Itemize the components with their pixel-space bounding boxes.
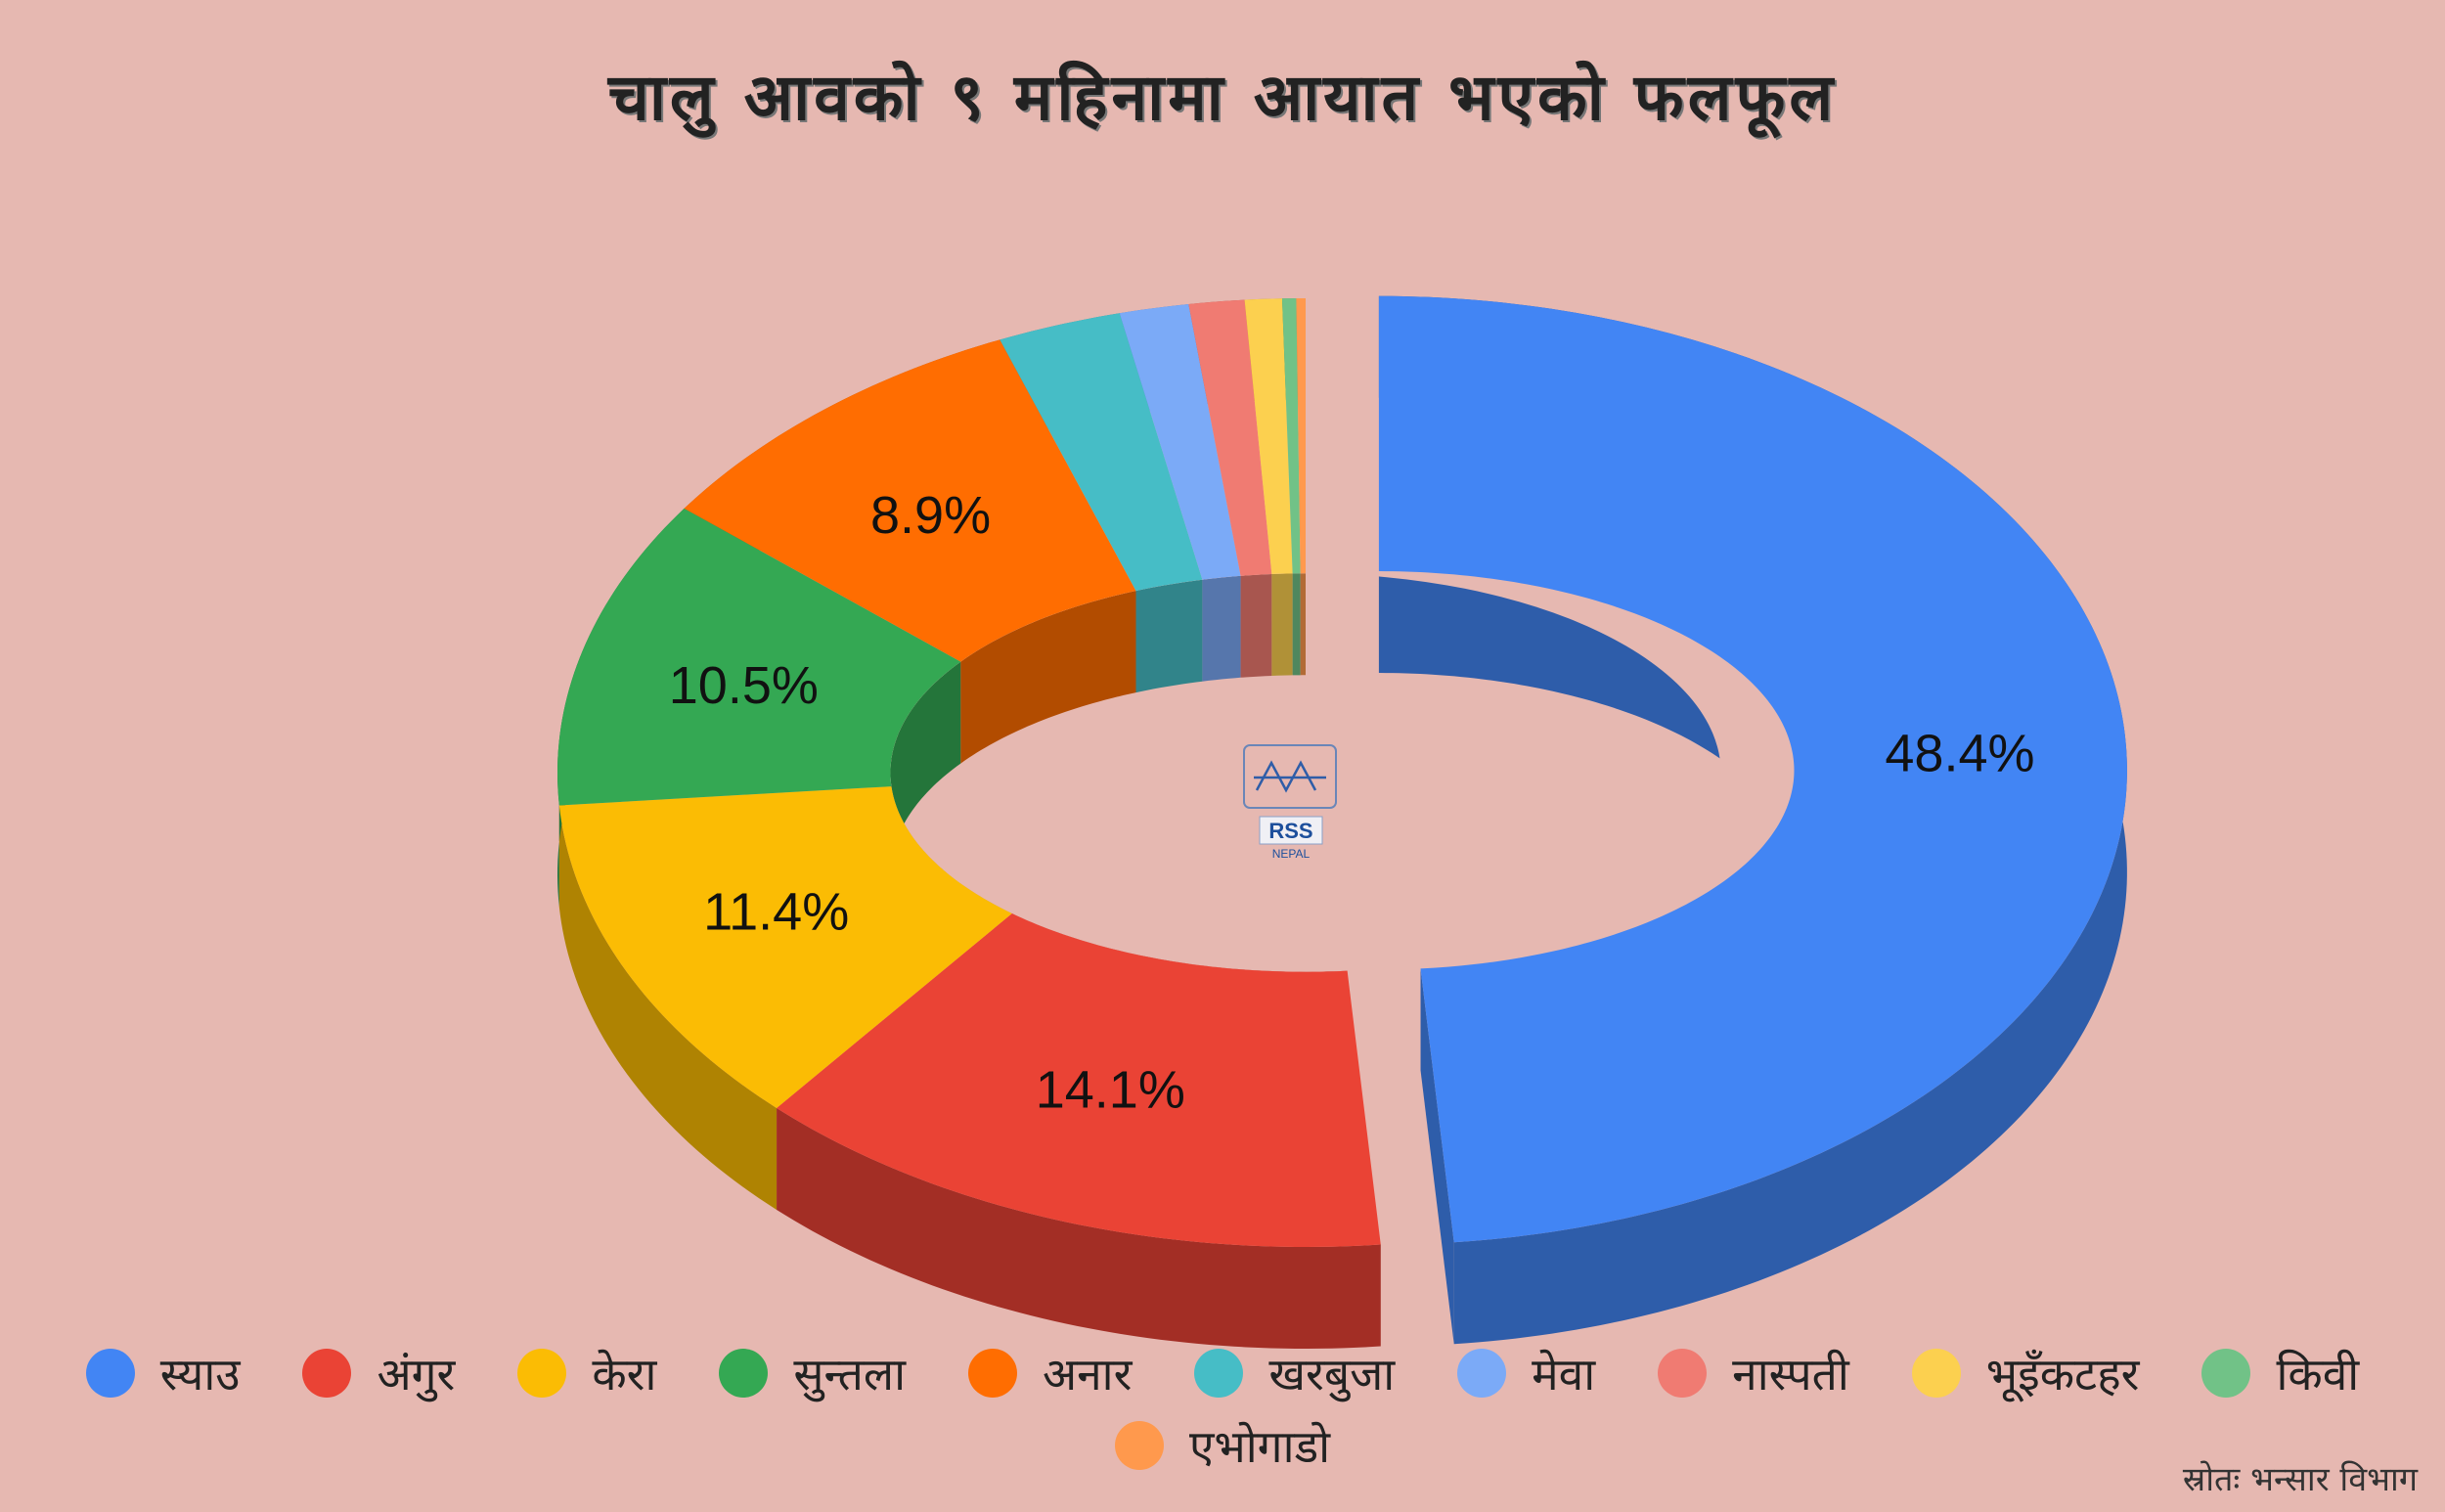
slice-3[interactable] (558, 786, 1012, 1108)
legend-label: खरबुजा (1268, 1348, 1396, 1401)
legend-swatch-icon (1114, 1421, 1164, 1470)
legend-swatch-icon (719, 1349, 769, 1398)
slice-8[interactable] (1188, 299, 1272, 576)
slice-4[interactable] (557, 508, 961, 806)
legend-item[interactable]: अंगुर (302, 1348, 455, 1401)
slice-inner-wall (1135, 579, 1203, 693)
legend-swatch-icon (302, 1349, 352, 1398)
legend-label: नास्पती (1732, 1348, 1849, 1401)
slice-outer-wall (777, 1107, 1381, 1349)
legend-label: अंगुर (377, 1348, 456, 1401)
slice-inner-wall (1300, 573, 1306, 676)
legend-label: किवी (2276, 1348, 2360, 1401)
legend-label: मेवा (1532, 1348, 1596, 1401)
legend-swatch-icon (1194, 1349, 1244, 1398)
legend-label: सुन्तला (793, 1348, 906, 1401)
slice-inner-wall (1271, 573, 1293, 676)
legend-item[interactable]: सुन्तला (719, 1348, 906, 1401)
slice-10[interactable] (1281, 298, 1301, 574)
slice-inner-wall (1202, 575, 1241, 682)
legend-label: भूइँकटहर (1985, 1348, 2140, 1401)
slice-11[interactable] (1296, 298, 1306, 574)
legend-label: स्याउ (159, 1348, 241, 1401)
legend-swatch-icon (968, 1349, 1017, 1398)
data-labels: 48.4% 14.1% 11.4% 10.5% 8.9% (669, 486, 2035, 1120)
legend-item[interactable]: किवी (2201, 1348, 2359, 1401)
legend-label: अनार (1043, 1348, 1133, 1401)
data-label: 14.1% (1036, 1060, 1185, 1119)
legend-swatch-icon (1911, 1349, 1961, 1398)
legend-item[interactable]: अनार (968, 1348, 1132, 1401)
legend-item[interactable]: खरबुजा (1194, 1348, 1395, 1401)
data-label: 8.9% (870, 486, 991, 545)
legend-item[interactable]: एभोगाडो (1114, 1420, 1330, 1473)
legend-item[interactable]: नास्पती (1658, 1348, 1849, 1401)
slice-1[interactable] (1378, 295, 2127, 1243)
logo-text: RSS (1268, 819, 1312, 843)
legend: स्याउ अंगुर केरा सुन्तला अनार खरबुजा मेवा नास्प… (0, 1348, 2445, 1473)
source-note: स्रोतः भन्सार विभाग (2182, 1460, 2418, 1499)
legend-label: केरा (592, 1348, 657, 1401)
slice-inner-wall (1240, 573, 1272, 678)
slice-outer-wall (558, 805, 778, 1210)
slice-9[interactable] (1244, 298, 1293, 574)
legend-swatch-icon (517, 1349, 567, 1398)
slice-2[interactable] (777, 913, 1381, 1247)
legend-swatch-icon (2201, 1349, 2251, 1398)
rss-logo: RSS NEPAL (1243, 744, 1337, 861)
legend-swatch-icon (1457, 1349, 1507, 1398)
legend-item[interactable]: स्याउ (85, 1348, 240, 1401)
slice-inner-wall (890, 661, 961, 889)
legend-label: एभोगाडो (1188, 1420, 1331, 1473)
slice-7[interactable] (1119, 303, 1241, 580)
legend-swatch-icon (85, 1349, 135, 1398)
data-label: 48.4% (1885, 724, 2034, 782)
legend-item[interactable]: भूइँकटहर (1911, 1348, 2139, 1401)
logo-subtext: NEPAL (1272, 847, 1311, 861)
slice-inner-wall (960, 591, 1136, 764)
legend-swatch-icon (1658, 1349, 1708, 1398)
slice-tops (557, 295, 2127, 1247)
slice-6[interactable] (1000, 313, 1203, 592)
data-label: 11.4% (703, 883, 849, 942)
slice-5[interactable] (684, 339, 1136, 662)
legend-item[interactable]: मेवा (1457, 1348, 1595, 1401)
chart-title: चालु आवको ९ महिनामा आयात भएको फलफूल (607, 60, 1838, 135)
data-label: 10.5% (669, 656, 819, 715)
legend-item[interactable]: केरा (517, 1348, 656, 1401)
slice-inner-wall (1292, 573, 1301, 676)
slice-cut-face (1420, 968, 1454, 1345)
